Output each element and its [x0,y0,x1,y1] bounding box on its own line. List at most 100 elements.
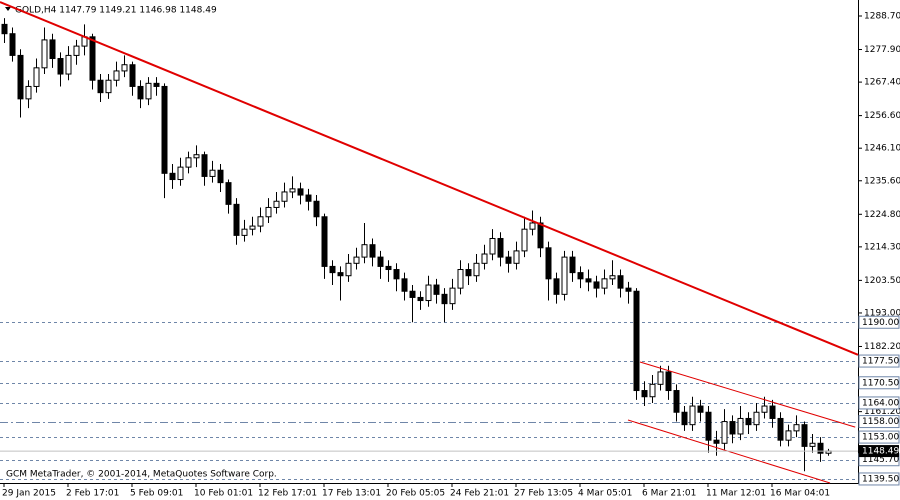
candle-body [729,421,736,435]
candle-body [193,154,200,159]
x-tick-label: 5 Feb 09:01 [130,489,183,499]
candle-body [425,284,432,302]
candle-body [513,250,520,264]
candle-body [529,222,536,230]
candle-body [817,442,824,454]
candle-body [225,182,232,205]
candle-body [345,262,352,277]
candle-body [161,85,168,174]
level-box [858,415,900,429]
candle-body [465,269,472,277]
y-tick-label: 1182.20 [864,342,900,352]
candle-body [289,188,296,193]
candle-body [273,200,280,208]
menu-arrow[interactable] [5,7,11,11]
level-label: 1145.70 [862,455,899,465]
y-tick-label: 1224.80 [864,210,900,220]
candle-body [25,85,32,100]
candle-body [497,237,504,258]
candle-body [545,247,552,280]
candle-body [297,188,304,196]
candle-body [281,191,288,202]
level-label: 1158.00 [862,417,899,427]
x-tick-label: 4 Mar 05:01 [578,489,632,499]
candle-body [657,371,664,385]
candle-body [433,284,440,295]
candle-body [777,417,784,441]
candle-body [617,275,624,289]
candle-body [249,225,256,230]
level-label: 1153.00 [862,433,899,443]
y-tick-label: 1193.00 [864,308,900,318]
candle-body [521,228,528,252]
candle-body [353,256,360,264]
x-tick-label: 27 Feb 13:05 [514,489,573,499]
level-box [858,315,900,329]
candle-body [361,244,368,258]
candle-body [457,269,464,289]
candle-body [785,430,792,441]
candle-body [377,256,384,267]
y-tick-label: 1256.60 [864,111,900,121]
candle-body [721,421,728,444]
x-tick-label: 17 Feb 13:01 [322,489,381,499]
candle-body [553,278,560,295]
candle-body [1,23,8,35]
candle-body [649,383,656,398]
candle-body [409,290,416,298]
candle-body [329,265,336,274]
candle-body [625,287,632,292]
level-box [858,472,900,486]
candle-body [145,82,152,100]
candle-body [305,194,312,202]
y-tick-label: 1203.50 [864,276,900,286]
candle-body [241,228,248,236]
candle-body [137,85,144,100]
candle-body [105,79,112,94]
chart-title: GOLD,H4 1147.79 1149.21 1146.98 1148.49 [15,6,217,16]
candle-body [33,67,40,87]
level-label: 1177.50 [862,357,899,367]
y-tick-label: 1214.30 [864,242,900,252]
y-tick-label: 1235.60 [864,176,900,186]
candle-body [153,82,160,87]
candle-body [809,442,816,447]
candle-body [441,293,448,305]
candle-body [401,278,408,292]
candle-body [177,166,184,181]
x-tick-label: 29 Jan 2015 [2,489,56,499]
candle-body [113,70,120,81]
candle-body [481,253,488,264]
x-tick-label: 11 Mar 12:01 [706,489,766,499]
x-tick-label: 20 Feb 05:05 [386,489,445,499]
current-price-label: 1148.49 [862,447,899,457]
candle-body [705,411,712,441]
footer: GCM MetaTrader, © 2001-2014, MetaQuotes … [6,470,277,480]
candle-body [769,405,776,419]
candle-body [753,411,760,426]
y-tick-label: 1288.70 [864,12,900,22]
trend-line [639,361,856,428]
y-tick-label: 1161.20 [864,407,900,417]
level-box [858,396,900,410]
level-label: 1164.00 [862,398,899,408]
candle-body [505,256,512,264]
candle-body [41,39,48,69]
candle-body [121,64,128,72]
candle-body [489,237,496,255]
candle-body [641,390,648,398]
candle-body [393,269,400,280]
candle-body [577,272,584,280]
candle-body [633,290,640,392]
x-tick-label: 16 Mar 04:01 [770,489,830,499]
candle-body [537,222,544,249]
candle-body [337,272,344,277]
candle-body [49,39,56,60]
candle-body [593,281,600,289]
candle-body [257,216,264,227]
x-tick-label: 6 Mar 21:01 [642,489,696,499]
x-tick-label: 12 Feb 17:01 [258,489,317,499]
candle-body [385,265,392,271]
y-tick-label: 1277.90 [864,45,900,55]
